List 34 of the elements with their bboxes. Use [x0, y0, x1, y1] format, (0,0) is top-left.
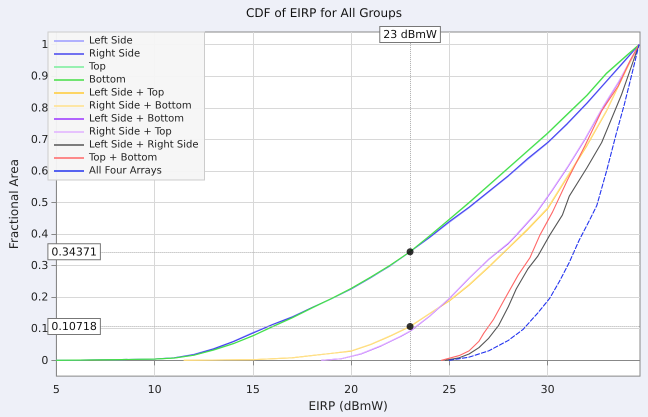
- ref-line-label: 0.34371: [51, 245, 97, 258]
- legend-label: Right Side: [89, 48, 140, 60]
- y-tick-label: 1: [41, 38, 48, 52]
- y-tick-label: 0.8: [30, 101, 48, 114]
- legend-label: Left Side + Top: [89, 88, 164, 98]
- x-tick-label: 20: [344, 383, 358, 396]
- y-tick-label: 0.4: [30, 228, 48, 241]
- y-tick-label: 0.5: [30, 196, 48, 209]
- legend-label: Right Side + Bottom: [89, 100, 192, 112]
- x-tick-label: 10: [148, 383, 162, 396]
- y-tick-label: 0: [41, 354, 48, 367]
- y-tick-label: 0.7: [30, 132, 48, 146]
- x-tick-label: 25: [442, 383, 456, 396]
- y-tick-label: 0.3: [30, 259, 48, 272]
- x-tick-label: 5: [52, 383, 60, 396]
- x-tick-label: 30: [540, 383, 555, 396]
- y-tick-label: 0.9: [30, 70, 48, 83]
- legend-label: All Four Arrays: [89, 166, 162, 176]
- legend-label: Right Side + Top: [89, 126, 172, 138]
- legend-label: Bottom: [89, 74, 126, 86]
- y-tick-label: 0.2: [30, 290, 48, 304]
- legend-label: Left Side + Right Side: [89, 140, 198, 150]
- y-axis-title: Fractional Area: [7, 159, 21, 250]
- legend-label: Left Side + Bottom: [89, 114, 184, 124]
- legend-label: Top + Bottom: [88, 152, 158, 164]
- y-tick-label: 0.6: [30, 164, 48, 178]
- x-axis-title: EIRP (dBmW): [308, 399, 388, 413]
- ref-line-label: 0.10718: [51, 320, 97, 333]
- y-tick-label: 0.1: [30, 322, 48, 336]
- legend-label: Left Side: [89, 36, 133, 46]
- chart-title: CDF of EIRP for All Groups: [246, 6, 402, 20]
- ref-line-label: 23 dBmW: [383, 28, 438, 41]
- legend-label: Top: [88, 62, 106, 72]
- x-tick-label: 15: [246, 383, 260, 396]
